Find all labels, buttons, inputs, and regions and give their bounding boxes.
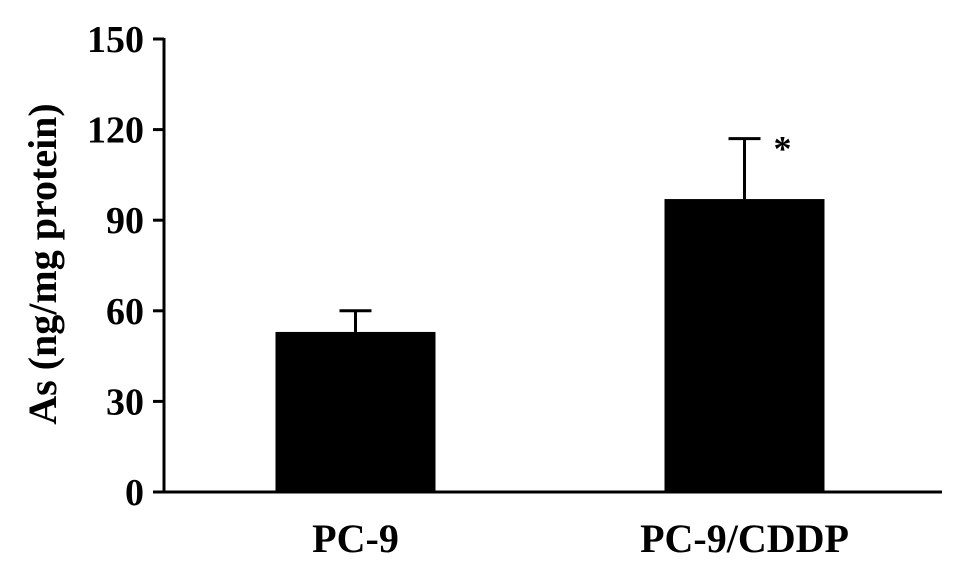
error-bar xyxy=(339,309,372,332)
y-axis-title: As (ng/mg protein) xyxy=(20,103,65,424)
error-bars xyxy=(339,137,761,332)
bars xyxy=(275,199,825,492)
y-axis-ticks: 0 30 60 90 120 150 xyxy=(87,19,164,514)
x-category-label: PC-9/CDDP xyxy=(640,516,849,561)
x-axis-labels: PC-9 PC-9/CDDP xyxy=(312,516,849,561)
significance-markers: * xyxy=(774,129,792,169)
y-tick-label: 150 xyxy=(87,19,144,61)
significance-marker: * xyxy=(774,129,792,169)
y-tick-label: 90 xyxy=(106,200,144,242)
y-tick-label: 30 xyxy=(106,381,144,423)
y-tick-label: 120 xyxy=(87,110,144,152)
bar xyxy=(275,331,436,492)
y-tick-label: 0 xyxy=(125,472,144,514)
error-bar xyxy=(728,137,761,200)
bar xyxy=(664,199,825,492)
y-tick-label: 60 xyxy=(106,291,144,333)
x-category-label: PC-9 xyxy=(312,516,399,561)
